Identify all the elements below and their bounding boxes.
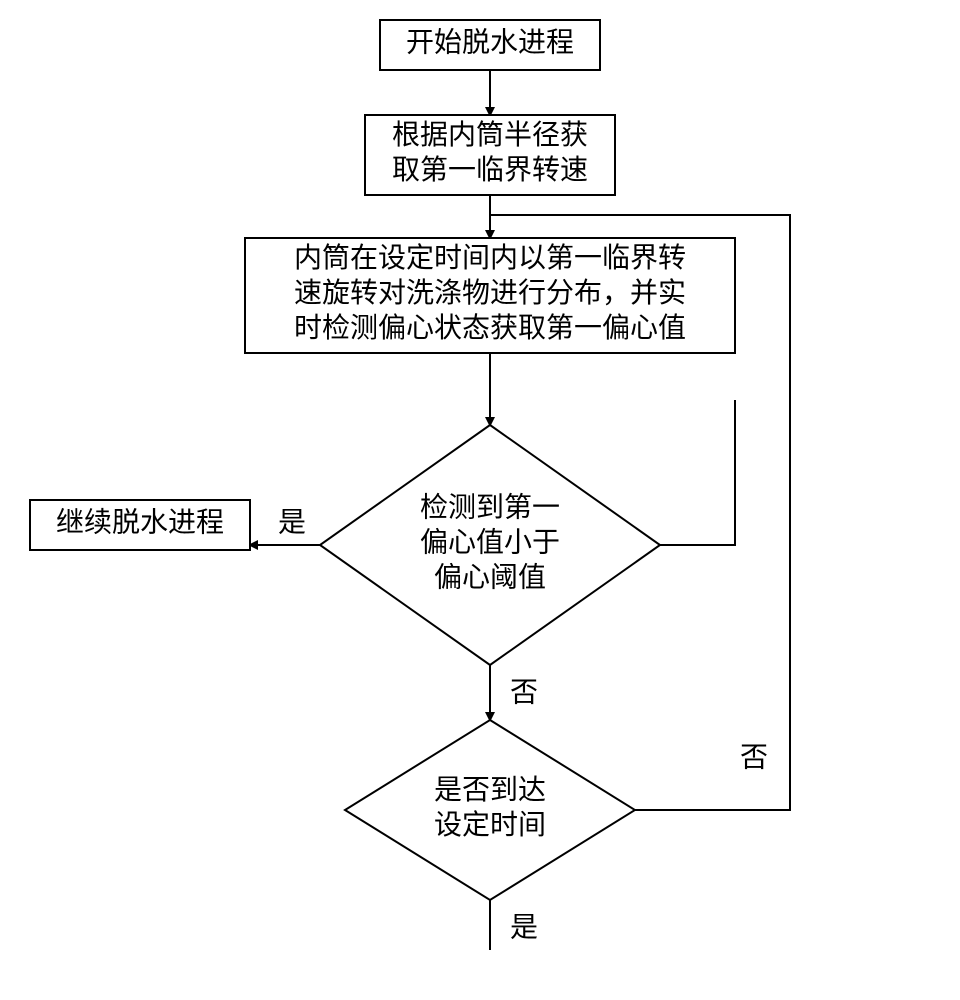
edge-label: 是 <box>510 912 538 943</box>
flow-node-n4: 继续脱水进程 <box>30 500 250 550</box>
edge-label: 否 <box>740 742 768 773</box>
flow-node-n2: 根据内筒半径获取第一临界转速 <box>365 115 615 195</box>
node-text: 速旋转对洗涤物进行分布，并实 <box>294 277 686 309</box>
flow-node-d1: 检测到第一偏心值小于偏心阈值 <box>320 425 660 665</box>
node-text: 继续脱水进程 <box>56 506 224 538</box>
node-text: 根据内筒半径获 <box>392 119 588 151</box>
flowchart-canvas: 是否否是 开始脱水进程根据内筒半径获取第一临界转速内筒在设定时间内以第一临界转速… <box>0 0 960 1000</box>
flow-edge-4: 否 <box>490 665 538 720</box>
flow-edge-7 <box>660 400 735 545</box>
flow-node-d2: 是否到达设定时间 <box>345 720 635 900</box>
node-text: 开始脱水进程 <box>406 26 574 58</box>
node-text: 是否到达 <box>434 774 546 806</box>
node-text: 设定时间 <box>434 809 546 841</box>
flow-edge-6: 是 <box>490 900 538 950</box>
edge-label: 否 <box>510 677 538 708</box>
flow-node-n3: 内筒在设定时间内以第一临界转速旋转对洗涤物进行分布，并实时检测偏心状态获取第一偏… <box>245 238 735 353</box>
node-text: 偏心值小于 <box>420 526 560 558</box>
node-text: 取第一临界转速 <box>392 154 588 186</box>
nodes-layer: 开始脱水进程根据内筒半径获取第一临界转速内筒在设定时间内以第一临界转速旋转对洗涤… <box>30 20 735 900</box>
flow-edge-3: 是 <box>250 507 320 545</box>
flow-node-n1: 开始脱水进程 <box>380 20 600 70</box>
edge-label: 是 <box>278 507 306 538</box>
node-text: 偏心阈值 <box>434 561 546 593</box>
node-text: 检测到第一 <box>420 491 560 523</box>
node-text: 内筒在设定时间内以第一临界转 <box>294 242 686 274</box>
node-text: 时检测偏心状态获取第一偏心值 <box>294 312 686 344</box>
